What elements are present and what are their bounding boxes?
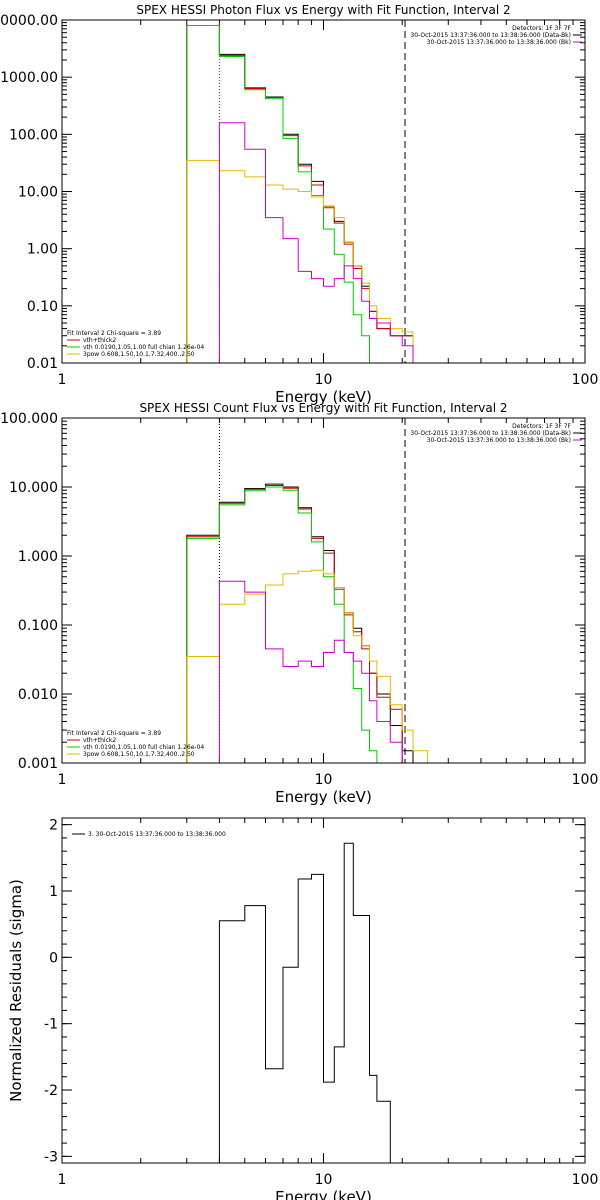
series-residuals [218, 842, 391, 1163]
y-tick-label: 1.000 [18, 549, 58, 565]
legend-fit-info: Fit Interval 2 Chi-square = 3.89 [67, 730, 161, 737]
x-tick-label: 10 [315, 1172, 333, 1188]
chart-panel-1: SPEX HESSI Photon Flux vs Energy with Fi… [0, 3, 599, 406]
y-tick-label: 1 [49, 884, 58, 900]
x-axis-label: Energy (keV) [275, 788, 372, 806]
legend-fit-entry: vth 0.0190,1.05,1.00 full chian 1.26e-04 [83, 744, 204, 751]
y-tick-label: -1 [44, 1017, 58, 1033]
series-data-bk [186, 25, 414, 363]
series-vth [186, 25, 378, 363]
y-tick-label: 0.100 [18, 618, 58, 634]
y-tick-label: 0 [49, 950, 58, 966]
series-data-bk [186, 483, 414, 763]
legend-fit-entry: vth+thick2 [83, 337, 116, 344]
y-tick-label: 0.010 [18, 687, 58, 703]
chart-title: SPEX HESSI Photon Flux vs Energy with Fi… [136, 3, 510, 17]
x-tick-label: 1 [58, 1172, 67, 1188]
x-tick-label: 1 [58, 372, 67, 388]
legend-topright-entry: 30-Oct-2015 13:37:36.000 to 13:38:36.000… [427, 437, 571, 444]
y-tick-label: 100.000 [0, 411, 58, 427]
series-3pow [186, 569, 429, 763]
legend-interval-entry: 3. 30-Oct-2015 13:37:36.000 to 13:38:36.… [88, 831, 226, 838]
legend-fit-entry: vth+thick2 [83, 737, 116, 744]
x-tick-label: 100 [572, 1172, 599, 1188]
x-tick-label: 100 [572, 772, 599, 788]
y-tick-label: -2 [44, 1083, 58, 1099]
y-tick-label: 10.000 [9, 480, 58, 496]
y-tick-label: -3 [44, 1149, 58, 1165]
series-group [218, 842, 391, 1163]
series-group [186, 483, 429, 763]
legend-topright-entry: Detectors: 1F 3F 7F [512, 423, 571, 430]
y-tick-label: 0.001 [18, 756, 58, 772]
legend-fit-entry: vth 0.0190,1.05,1.00 full chian 1.26e-04 [83, 344, 204, 351]
plot-frame [61, 417, 586, 764]
plot-frame [61, 19, 586, 364]
y-tick-label: 0.01 [27, 356, 58, 372]
y-tick-label: 0.10 [27, 299, 58, 315]
y-tick-label: 10.00 [18, 185, 58, 201]
x-tick-label: 100 [572, 372, 599, 388]
legend-topright-entry: 30-Oct-2015 13:37:36.000 to 13:38:36.000… [427, 39, 571, 46]
series-bk [218, 580, 403, 763]
legend-fit-entry: 3pow 0.608,1.50,10.1,7.32,400.,2.50 [83, 351, 195, 358]
y-tick-label: 100.00 [9, 127, 58, 143]
x-tick-label: 1 [58, 772, 67, 788]
x-axis-label: Energy (keV) [275, 388, 372, 406]
legend-topright-entry: Detectors: 1F 3F 7F [512, 25, 571, 32]
legend-topright-entry: 30-Oct-2015 13:37:36.000 to 13:38:36.000… [410, 430, 571, 437]
chart-title: SPEX HESSI Count Flux vs Energy with Fit… [139, 401, 507, 415]
y-tick-label: 10000.00 [0, 13, 58, 29]
legend-fit-entry: 3pow 0.608,1.50,10.1,7.32,400.,2.50 [83, 751, 195, 758]
chart-panel-2: SPEX HESSI Count Flux vs Energy with Fit… [0, 401, 599, 806]
y-axis-label: Normalized Residuals (sigma) [7, 879, 25, 1102]
y-tick-label: 2 [49, 818, 58, 834]
y-tick-label: 1.00 [27, 242, 58, 258]
series-group [186, 25, 414, 363]
legend-topright-entry: 30-Oct-2015 13:37:36.000 to 13:38:36.000… [410, 32, 571, 39]
plot-frame [61, 817, 586, 1164]
series-vth-thick2 [186, 485, 403, 763]
y-tick-label: 1000.00 [0, 70, 58, 86]
series-bk [218, 122, 414, 363]
legend-fit-info: Fit Interval 2 Chi-square = 3.89 [67, 330, 161, 337]
x-tick-label: 10 [315, 372, 333, 388]
series-vth [186, 486, 378, 763]
x-axis-label: Energy (keV) [275, 1188, 372, 1200]
x-tick-label: 10 [315, 772, 333, 788]
chart-panel-3: 1 10 100 Energy (keV) -3 -2 -1 0 1 2 Normalized Re… [7, 817, 599, 1200]
series-3pow [186, 159, 414, 363]
series-vth-thick2 [186, 25, 414, 363]
